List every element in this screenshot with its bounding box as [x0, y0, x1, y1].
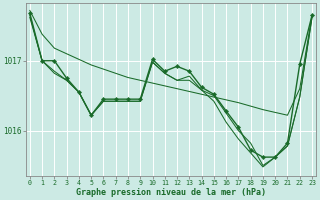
X-axis label: Graphe pression niveau de la mer (hPa): Graphe pression niveau de la mer (hPa) — [76, 188, 266, 197]
